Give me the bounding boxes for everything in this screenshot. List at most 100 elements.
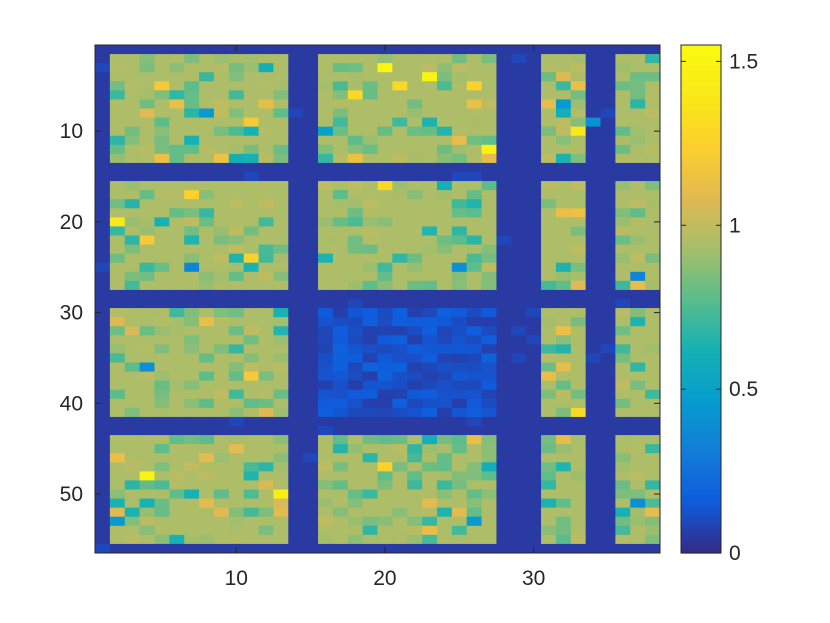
heatmap-cell	[451, 271, 468, 282]
heatmap-cell	[258, 190, 274, 200]
heatmap-cell	[318, 525, 334, 536]
colorbar-segment	[681, 481, 721, 486]
heatmap-cell	[362, 217, 378, 227]
heatmap-cell	[496, 426, 512, 436]
heatmap-cell	[243, 453, 259, 463]
heatmap-cell	[332, 108, 349, 118]
heatmap-cell	[124, 117, 141, 128]
heatmap-cell	[288, 480, 304, 490]
heatmap-cell	[332, 72, 349, 82]
heatmap-cell	[362, 462, 378, 472]
heatmap-cell	[392, 45, 408, 55]
heatmap-cell	[95, 126, 111, 137]
heatmap-cell	[273, 217, 289, 227]
heatmap-cell	[600, 380, 616, 391]
heatmap-cell	[615, 317, 631, 327]
heatmap-cell	[481, 172, 497, 182]
heatmap-cell	[169, 471, 185, 481]
heatmap-cell	[481, 308, 497, 318]
heatmap-cell	[318, 244, 334, 255]
heatmap-cell	[496, 280, 512, 291]
heatmap-cell	[630, 344, 646, 354]
heatmap-cell	[585, 471, 601, 481]
heatmap-cell	[318, 480, 334, 490]
heatmap-cell	[422, 172, 438, 182]
heatmap-cell	[422, 262, 438, 273]
heatmap-cell	[555, 353, 572, 363]
heatmap-cell	[526, 471, 542, 481]
heatmap-cell	[362, 90, 378, 100]
heatmap-cell	[243, 462, 259, 472]
heatmap-cell	[184, 516, 200, 527]
heatmap-cell	[422, 181, 438, 191]
heatmap-cell	[139, 507, 155, 518]
heatmap-cell	[436, 453, 453, 463]
heatmap-cell	[436, 208, 453, 218]
colorbar-segment	[681, 136, 721, 140]
heatmap-cell	[95, 108, 111, 118]
heatmap-cell	[154, 335, 170, 345]
heatmap-cell	[362, 326, 378, 336]
heatmap-cell	[95, 498, 111, 509]
heatmap-cell	[615, 353, 631, 363]
heatmap-cell	[273, 335, 289, 345]
heatmap-cell	[630, 389, 646, 400]
heatmap-cell	[541, 416, 557, 427]
heatmap-cell	[496, 172, 512, 182]
heatmap-cell	[526, 117, 542, 128]
heatmap-cell	[124, 344, 141, 354]
heatmap-cell	[362, 244, 378, 255]
heatmap-cell	[541, 162, 557, 173]
colorbar-segment	[681, 144, 721, 148]
heatmap-cell	[169, 489, 185, 499]
heatmap-cell	[615, 226, 631, 236]
heatmap-cell	[481, 181, 497, 191]
x-axis-ticks: 10 20 30	[225, 45, 545, 590]
heatmap-cell	[184, 208, 200, 218]
heatmap-cell	[169, 181, 185, 191]
heatmap-cell	[243, 235, 259, 245]
heatmap-cell	[436, 81, 453, 91]
heatmap-cell	[600, 144, 616, 155]
heatmap-cell	[95, 471, 111, 481]
colorbar-segment	[681, 489, 721, 493]
heatmap-cell	[407, 72, 423, 82]
heatmap-cell	[154, 63, 170, 73]
heatmap-cell	[526, 371, 542, 382]
heatmap-cell	[377, 507, 393, 518]
heatmap-cell	[347, 471, 364, 481]
heatmap-cell	[228, 117, 245, 128]
heatmap-cell	[95, 317, 111, 327]
heatmap-cell	[645, 426, 661, 436]
heatmap-cell	[422, 453, 438, 463]
heatmap-cell	[184, 253, 200, 264]
heatmap-cell	[570, 153, 587, 164]
heatmap-cell	[332, 153, 349, 164]
heatmap-cell	[481, 235, 497, 245]
heatmap-cell	[377, 353, 393, 363]
heatmap-cell	[392, 190, 408, 200]
heatmap-cell	[585, 108, 601, 118]
heatmap-cell	[511, 353, 527, 363]
heatmap-cell	[288, 344, 304, 354]
heatmap-cell	[630, 108, 646, 118]
heatmap-cell	[169, 162, 185, 173]
heatmap-cell	[95, 190, 111, 200]
heatmap-cell	[258, 108, 274, 118]
heatmap-cell	[288, 462, 304, 472]
heatmap-cell	[288, 389, 304, 400]
heatmap-cell	[139, 353, 155, 363]
colorbar-segment	[681, 453, 721, 458]
heatmap-cell	[95, 45, 111, 55]
heatmap-cell	[258, 317, 274, 327]
heatmap-cell	[95, 353, 111, 363]
colorbar-tick-label: 0	[729, 542, 741, 565]
heatmap-cell	[570, 271, 587, 282]
heatmap-cell	[645, 308, 661, 318]
heatmap-cell	[169, 54, 185, 64]
heatmap-cell	[347, 99, 364, 109]
colorbar-segment	[681, 212, 721, 216]
heatmap-cell	[422, 117, 438, 128]
heatmap-cell	[451, 335, 468, 345]
heatmap-cell	[303, 144, 319, 155]
